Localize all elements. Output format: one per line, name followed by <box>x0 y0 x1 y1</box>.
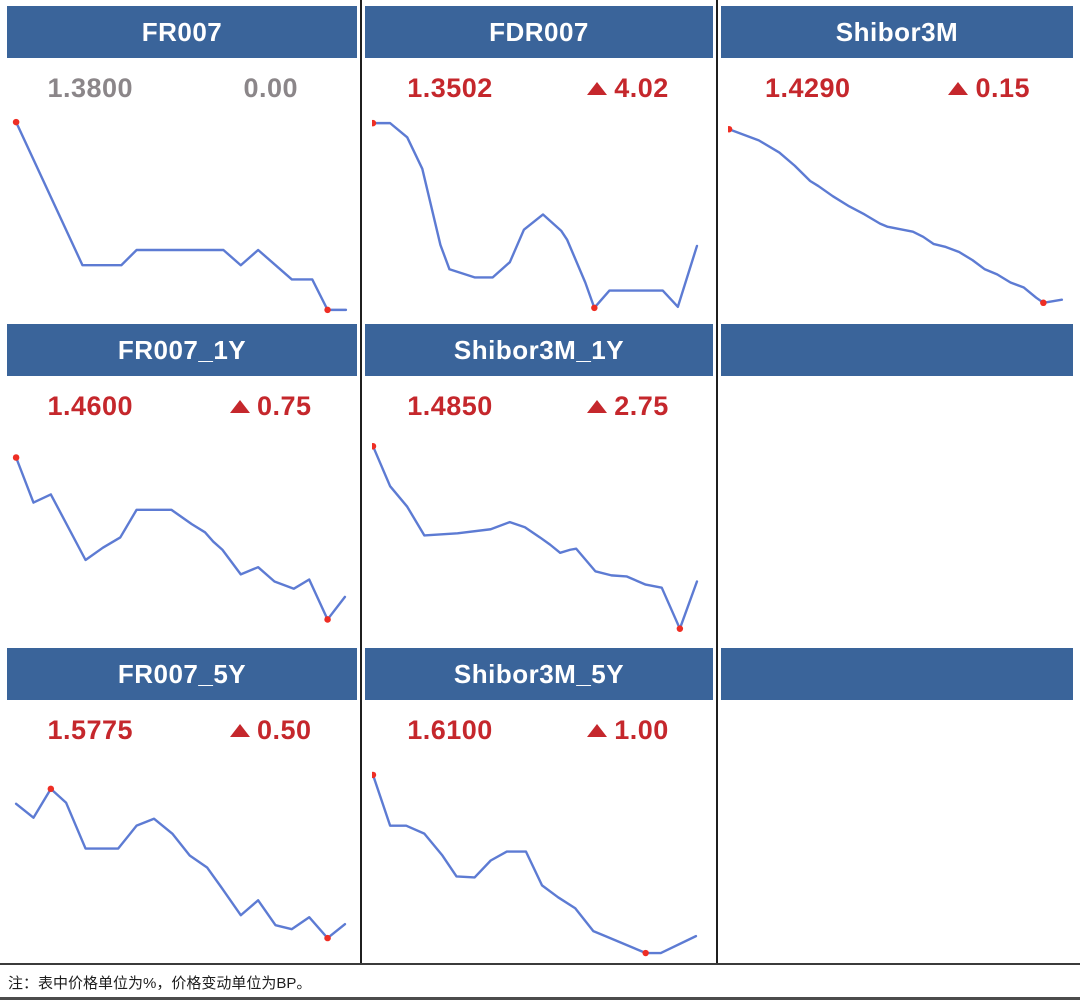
sparkline-chart-shibor3m-1y <box>372 437 704 642</box>
last-price: 1.4290 <box>764 72 851 103</box>
sparkline-chart-fr007 <box>11 115 348 318</box>
panel-title-bar: Shibor3M <box>721 6 1073 58</box>
change-value: 4.02 <box>539 72 717 104</box>
column-divider <box>716 0 718 964</box>
panel-title: FDR007 <box>489 16 589 47</box>
panel-title: Shibor3M_5Y <box>453 658 625 689</box>
change-number: 0.75 <box>256 390 312 421</box>
change-number: 1.00 <box>614 714 669 745</box>
change-value: 2.75 <box>539 390 717 422</box>
up-triangle-icon <box>948 81 969 95</box>
panel-fr007: FR007 1.3800 0.00 <box>0 0 361 322</box>
last-price: 1.3800 <box>47 72 134 103</box>
panel-title-bar: FDR007 <box>365 6 713 58</box>
panel-title: Shibor3M <box>835 16 959 47</box>
last-price: 1.4600 <box>47 390 134 421</box>
footnote-top-rule <box>0 963 1080 965</box>
last-price: 1.4850 <box>407 390 493 421</box>
panel-shibor3m-1y: Shibor3M_1Y 1.4850 2.75 <box>361 322 717 646</box>
panel-shibor3m-5y: Shibor3M_5Y 1.6100 1.00 <box>361 646 717 964</box>
sparkline-chart-shibor3m-5y <box>372 761 704 960</box>
panel-title-bar <box>721 324 1073 376</box>
sparkline-chart-fdr007 <box>372 115 704 318</box>
change-number: 2.75 <box>614 390 669 421</box>
change-number: 0.15 <box>975 72 1031 103</box>
footnote-text: 注：表中价格单位为%，价格变动单位为BP。 <box>8 974 312 992</box>
sparkline-chart-shibor3m <box>728 115 1067 318</box>
quote-row: 1.3800 0.00 <box>0 72 361 104</box>
panel-title: Shibor3M_1Y <box>453 334 625 365</box>
quote-row: 1.6100 1.00 <box>361 714 717 746</box>
change-value: 0.15 <box>899 72 1080 104</box>
last-price: 1.3502 <box>407 72 493 103</box>
empty-panel <box>717 646 1080 964</box>
empty-panel <box>717 322 1080 646</box>
up-triangle-icon <box>587 81 608 95</box>
quote-row: 1.4850 2.75 <box>361 390 717 422</box>
footnote-bottom-rule <box>0 997 1080 1000</box>
sparkline-chart-fr007-5y <box>11 761 348 960</box>
panel-fr007-1y: FR007_1Y 1.4600 0.75 <box>0 322 361 646</box>
up-triangle-icon <box>587 399 608 413</box>
panel-title: FR007 <box>141 16 223 47</box>
panel-title: FR007_5Y <box>117 658 247 689</box>
up-triangle-icon <box>229 399 250 413</box>
panel-fr007-5y: FR007_5Y 1.5775 0.50 <box>0 646 361 964</box>
change-number: 4.02 <box>614 72 669 103</box>
footnote-row: 注：表中价格单位为%，价格变动单位为BP。 <box>8 969 1080 995</box>
panel-shibor3m: Shibor3M 1.4290 0.15 <box>717 0 1080 322</box>
panel-title-bar: FR007 <box>7 6 357 58</box>
up-triangle-icon <box>229 723 250 737</box>
change-value: 0.75 <box>181 390 362 422</box>
panel-title: FR007_1Y <box>117 334 247 365</box>
panel-title-bar <box>721 648 1073 700</box>
quote-row: 1.5775 0.50 <box>0 714 361 746</box>
up-triangle-icon <box>587 723 608 737</box>
panel-title-bar: FR007_5Y <box>7 648 357 700</box>
last-price: 1.6100 <box>407 714 493 745</box>
panel-title-bar: Shibor3M_1Y <box>365 324 713 376</box>
change-value: 1.00 <box>539 714 717 746</box>
column-divider <box>360 0 362 964</box>
quote-row: 1.4290 0.15 <box>717 72 1080 104</box>
panel-title-bar: FR007_1Y <box>7 324 357 376</box>
last-price: 1.5775 <box>47 714 134 745</box>
change-number: 0.00 <box>243 72 299 103</box>
quote-row: 1.4600 0.75 <box>0 390 361 422</box>
change-value: 0.50 <box>181 714 362 746</box>
quote-row: 1.3502 4.02 <box>361 72 717 104</box>
panel-title-bar: Shibor3M_5Y <box>365 648 713 700</box>
change-value: 0.00 <box>181 72 362 104</box>
change-number: 0.50 <box>256 714 312 745</box>
sparkline-chart-fr007-1y <box>11 437 348 642</box>
panel-fdr007: FDR007 1.3502 4.02 <box>361 0 717 322</box>
